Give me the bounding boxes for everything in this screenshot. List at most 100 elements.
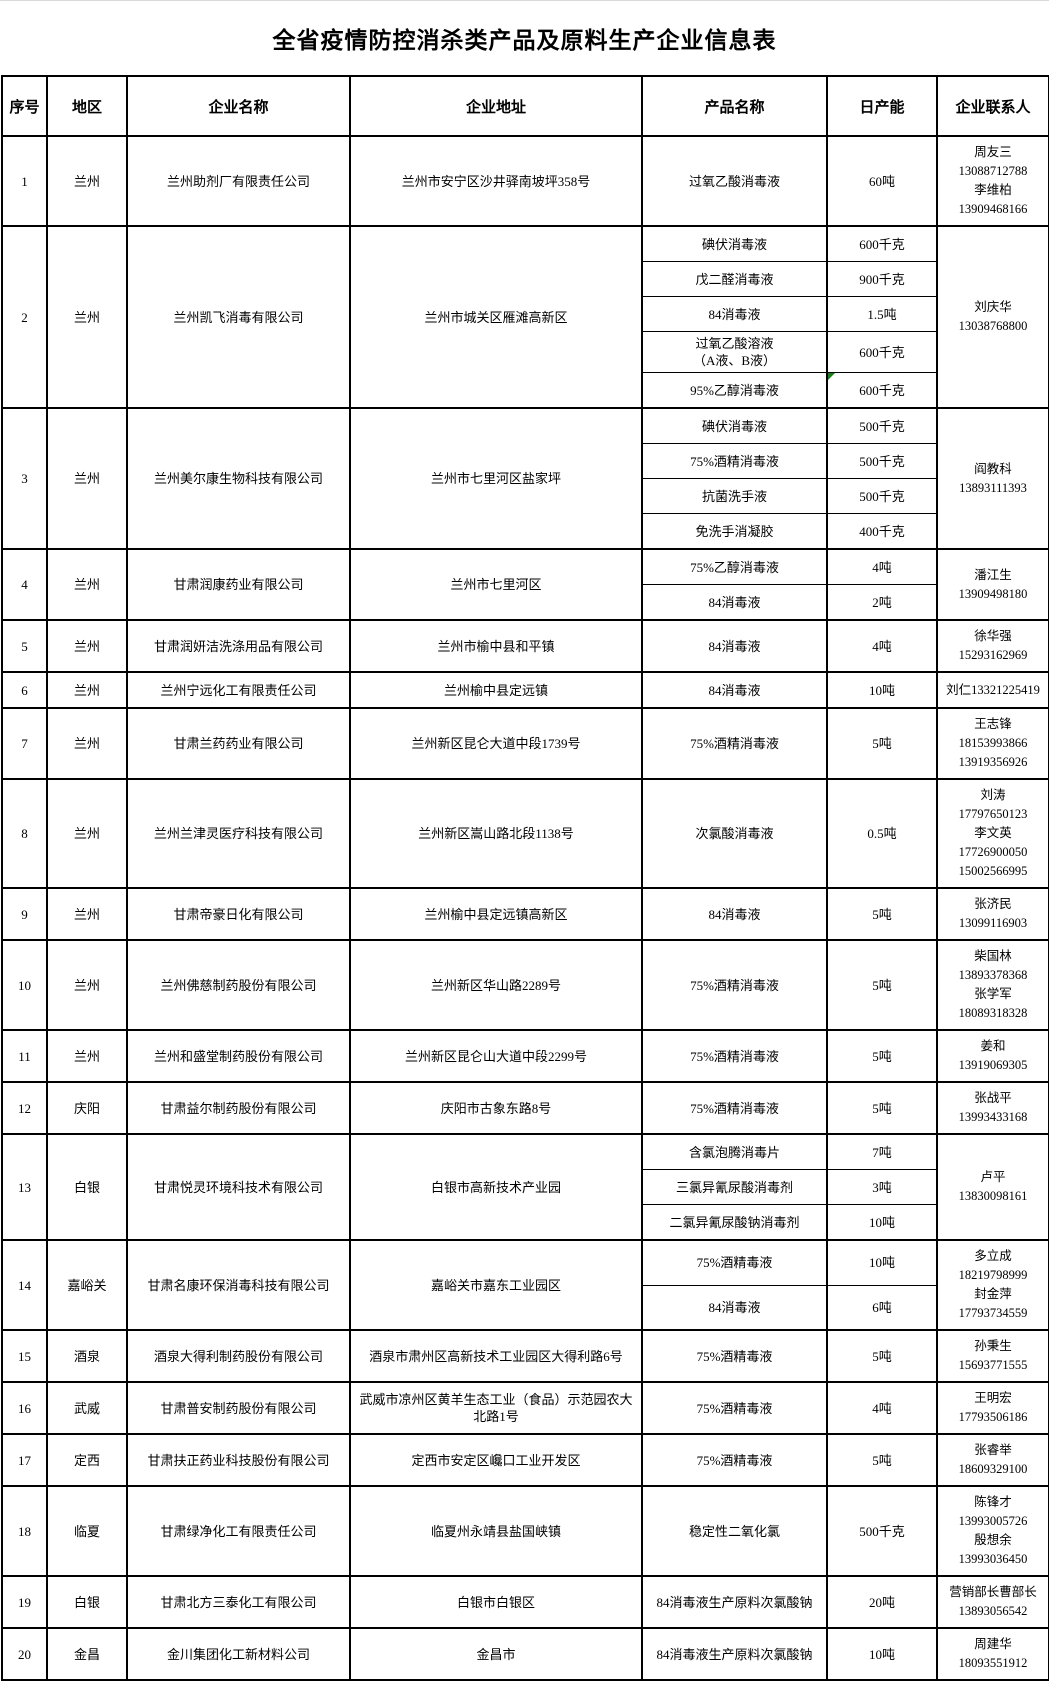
cell-region: 兰州	[46, 135, 128, 227]
cell-contact: 孙秉生 15693771555	[936, 1329, 1049, 1383]
cell-daily-capacity: 20吨	[826, 1575, 938, 1629]
cell-company: 甘肃扶正药业科技股份有限公司	[126, 1433, 351, 1487]
cell-daily-capacity: 5吨	[826, 1433, 938, 1487]
cell-contact: 陈锋才 13993005726 殷想余 13993036450	[936, 1485, 1049, 1577]
cell-product-name: 75%酒精消毒液	[641, 707, 828, 780]
contact-line: 15693771555	[958, 1358, 1028, 1372]
cell-address: 酒泉市肃州区高新技术工业园区大得利路6号	[349, 1329, 643, 1383]
cell-product-name: 过氧乙酸消毒液	[641, 135, 828, 227]
cell-no: 1	[1, 135, 48, 227]
cell-daily-capacity: 5吨	[826, 707, 938, 780]
cell-daily-capacity: 5吨	[826, 1081, 938, 1135]
table-row: 12 庆阳 甘肃益尔制药股份有限公司 庆阳市古象东路8号 75%酒精消毒液 5吨 张战平 13…	[1, 1081, 1049, 1135]
cell-contact: 刘涛 17797650123 李文英 17726900050 15002566995	[936, 778, 1049, 889]
table-row: 13 白银 甘肃悦灵环境科技术有限公司 白银市高新技术产业园 含氯泡腾消毒片 7吨 卢平 13…	[1, 1133, 1049, 1241]
cell-region: 定西	[46, 1433, 128, 1487]
cell-daily-capacity: 0.5吨	[826, 778, 938, 889]
table-row: 9 兰州 甘肃帝豪日化有限公司 兰州榆中县定远镇高新区 84消毒液 5吨 张济民 130991…	[1, 887, 1049, 941]
contact-line: 卢平	[980, 1170, 1006, 1184]
table-row: 84消毒液 2吨	[2, 584, 1049, 621]
contact-line: 18153993866	[958, 736, 1028, 750]
cell-contact: 多立成 18219798999 封金萍 17793734559	[936, 1239, 1049, 1331]
cell-region: 兰州	[46, 887, 128, 941]
cell-product-name: 75%酒精消毒液	[641, 1081, 828, 1135]
cell-daily-capacity: 400千克	[826, 513, 938, 550]
contact-line: 张睿举	[974, 1443, 1012, 1457]
contact-line: 17793734559	[958, 1306, 1028, 1320]
cell-region: 兰州	[46, 225, 128, 409]
cell-product-name: 戊二醛消毒液	[641, 261, 828, 297]
cell-address: 定西市安定区巉口工业开发区	[349, 1433, 643, 1487]
contact-line: 17793506186	[958, 1410, 1028, 1424]
cell-no: 5	[1, 619, 48, 673]
contact-line: 13038768800	[958, 319, 1028, 333]
cell-daily-capacity: 60吨	[826, 135, 938, 227]
cell-daily-capacity: 500千克	[826, 407, 938, 444]
contact-line: 张战平	[974, 1091, 1012, 1105]
cell-no: 10	[1, 939, 48, 1031]
cell-no: 17	[1, 1433, 48, 1487]
cell-contact: 周友三 13088712788 李维柏 13909468166	[936, 135, 1049, 227]
cell-company: 酒泉大得利制药股份有限公司	[126, 1329, 351, 1383]
contact-line: 13993036450	[958, 1552, 1028, 1566]
cell-daily-capacity: 10吨	[826, 1239, 938, 1286]
table-row: 6 兰州 兰州宁远化工有限责任公司 兰州榆中县定远镇 84消毒液 10吨 刘仁1332122…	[1, 671, 1049, 709]
cell-address: 兰州新区昆仑山大道中段2299号	[349, 1029, 643, 1083]
cell-region: 临夏	[46, 1485, 128, 1577]
cell-company: 甘肃名康环保消毒科技有限公司	[126, 1239, 351, 1331]
cell-no: 2	[1, 225, 48, 409]
cell-company: 甘肃绿净化工有限责任公司	[126, 1485, 351, 1577]
cell-daily-capacity: 900千克	[826, 261, 938, 297]
cell-daily-capacity: 5吨	[826, 1329, 938, 1383]
contact-line: 柴国林	[974, 949, 1012, 963]
contact-line: 潘江生	[974, 567, 1012, 582]
contact-line: 18219798999	[958, 1268, 1028, 1282]
header-cell-company-address: 企业地址	[349, 75, 643, 137]
header-cell-daily-capacity: 日产能	[826, 75, 938, 137]
table-row: 95%乙醇消毒液 600千克	[2, 372, 1049, 409]
cell-company: 兰州助剂厂有限责任公司	[126, 135, 351, 227]
cell-company: 甘肃益尔制药股份有限公司	[126, 1081, 351, 1135]
cell-daily-capacity: 2吨	[826, 584, 938, 621]
cell-company: 金川集团化工新材料公司	[126, 1627, 351, 1681]
cell-address: 武威市凉州区黄羊生态工业（食品）示范园农大北路1号	[349, 1381, 643, 1435]
contact-line: 17726900050	[958, 845, 1028, 859]
contact-line: 陈锋才	[974, 1495, 1012, 1509]
table-row: 20 金昌 金川集团化工新材料公司 金昌市 84消毒液生产原料次氯酸钠 10吨 周建华 180…	[1, 1627, 1049, 1681]
table-row: 过氧乙酸溶液 （A液、B液） 600千克	[2, 331, 1049, 373]
contact-line: 13919356926	[958, 755, 1028, 769]
document-title: 全省疫情防控消杀类产品及原料生产企业信息表	[272, 28, 777, 53]
cell-no: 13	[1, 1133, 48, 1241]
table-row: 2 兰州 兰州凯飞消毒有限公司 兰州市城关区雁滩高新区 碘伏消毒液 600千克 刘庆华 130…	[1, 225, 1049, 409]
contact-line: 13099116903	[958, 916, 1028, 930]
cell-product-name: 95%乙醇消毒液	[641, 372, 828, 409]
cell-company: 甘肃北方三泰化工有限公司	[126, 1575, 351, 1629]
cell-contact: 张睿举 18609329100	[936, 1433, 1049, 1487]
cell-address: 兰州市七里河区盐家坪	[349, 407, 643, 550]
contact-line: 殷想余	[974, 1533, 1012, 1547]
cell-region: 嘉峪关	[46, 1239, 128, 1331]
cell-product-name: 抗菌洗手液	[641, 478, 828, 514]
contact-line: 营销部长曹部长	[949, 1585, 1037, 1599]
header-cell-product-name: 产品名称	[641, 75, 828, 137]
cell-contact: 卢平 13830098161	[936, 1133, 1049, 1241]
contact-line: 张济民	[974, 897, 1012, 911]
cell-company: 甘肃悦灵环境科技术有限公司	[126, 1133, 351, 1241]
header-cell-index: 序号	[1, 75, 48, 137]
contact-line: 刘庆华	[974, 300, 1012, 314]
cell-product-name: 75%酒精毒液	[641, 1329, 828, 1383]
contact-line: 张学军	[974, 987, 1012, 1001]
table-row: 5 兰州 甘肃润妍洁洗涤用品有限公司 兰州市榆中县和平镇 84消毒液 4吨 徐华强 15293…	[1, 619, 1049, 673]
cell-daily-capacity: 600千克	[826, 225, 938, 262]
cell-address: 兰州市榆中县和平镇	[349, 619, 643, 673]
cell-product-name: 碘伏消毒液	[641, 407, 828, 444]
cell-product-name: 过氧乙酸溶液 （A液、B液）	[641, 331, 828, 373]
cell-product-name: 免洗手消凝胶	[641, 513, 828, 550]
cell-address: 白银市高新技术产业园	[349, 1133, 643, 1241]
cell-contact: 营销部长曹部长 13893056542	[936, 1575, 1049, 1629]
table-row: 16 武威 甘肃普安制药股份有限公司 武威市凉州区黄羊生态工业（食品）示范园农大北路1…	[1, 1381, 1049, 1435]
cell-address: 兰州榆中县定远镇	[349, 671, 643, 709]
cell-region: 兰州	[46, 407, 128, 550]
table-row: 17 定西 甘肃扶正药业科技股份有限公司 定西市安定区巉口工业开发区 75%酒精毒液 5吨…	[1, 1433, 1049, 1487]
cell-no: 19	[1, 1575, 48, 1629]
